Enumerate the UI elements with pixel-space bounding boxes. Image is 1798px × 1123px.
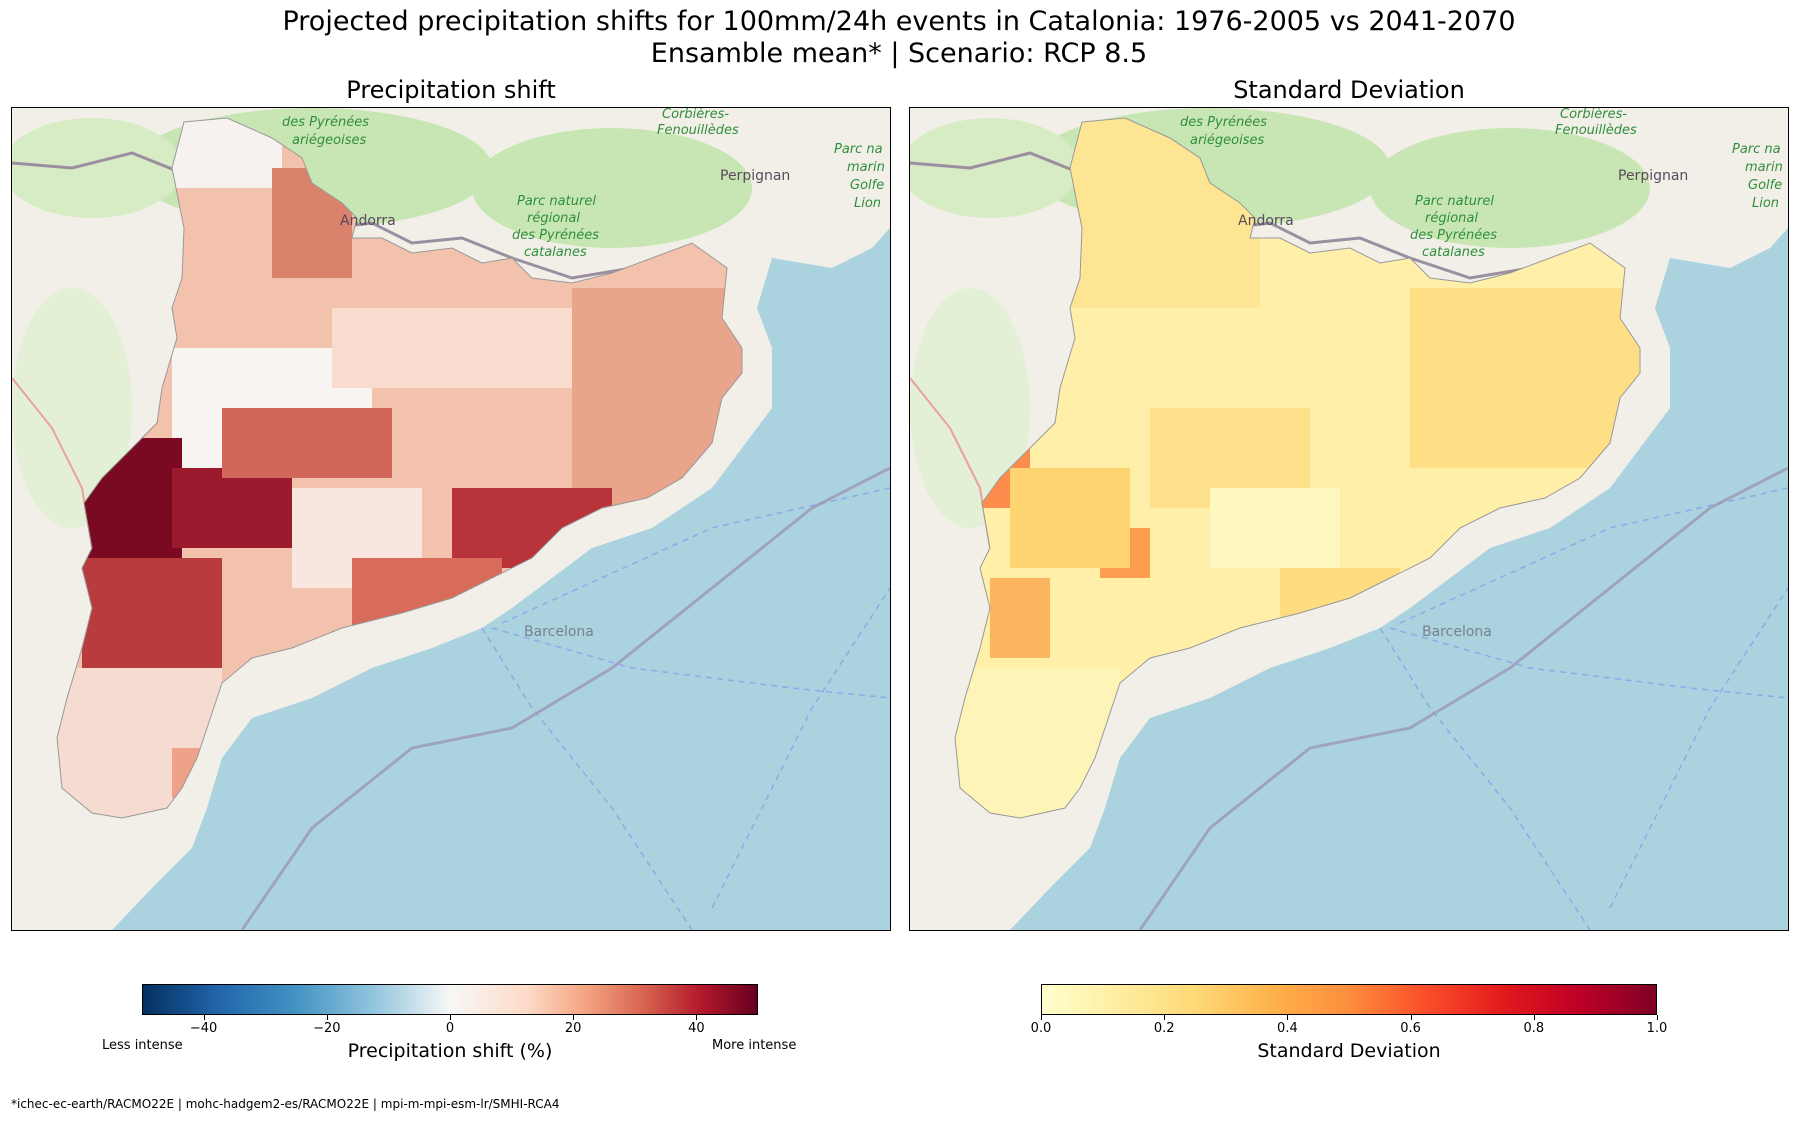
note-more-intense: More intense (712, 1038, 797, 1053)
park-label-golfe-lion: Lion (1752, 196, 1779, 211)
colorbar-tick (450, 1015, 451, 1020)
figure-title-line-1: Projected precipitation shifts for 100mm… (282, 6, 1516, 37)
park-label-ariegeoises: ariégeoises (1190, 133, 1265, 148)
colorbar-tick (1287, 1015, 1289, 1020)
colorbar-tick (326, 1015, 328, 1020)
colorbar-precipitation-shift: −40 −20 0 20 40 Precipitation shift (%) Less… (102, 984, 796, 1062)
basemap-forest (12, 288, 132, 528)
colorbar-tick-label: −40 (189, 1021, 218, 1036)
park-label-catalanes: catalanes (524, 245, 587, 260)
catalonia-outline (954, 117, 1641, 819)
park-label-catalanes: des Pyrénées (512, 228, 599, 243)
basemap-forest (910, 288, 1030, 528)
park-label-ariegeoises: ariégeoises (292, 133, 367, 148)
shipping-line (491, 627, 890, 699)
footnote-models: *ichec-ec-earth/RACMO22E | mohc-hadgem2-… (11, 1097, 560, 1111)
park-label-corbieres: Fenouillèdes (1555, 123, 1637, 138)
park-label-catalanes: Parc naturel (1415, 194, 1494, 209)
park-label-catalanes: catalanes (1422, 245, 1485, 260)
colorbar-tick (1041, 1015, 1042, 1020)
colorbar-label-sd: Standard Deviation (1257, 1040, 1441, 1062)
colorbar-tick (1164, 1015, 1166, 1020)
colorbar-ticks-right: 0.0 0.2 0.4 0.6 0.8 1.0 (1031, 1015, 1667, 1036)
shipping-line (1389, 627, 1788, 699)
shipping-line (1399, 487, 1788, 624)
basemap-forest (12, 118, 182, 218)
map-svg-left: des Pyrénées ariégeoises Corbières- Feno… (12, 108, 890, 930)
colorbar-ticks-left: −40 −20 0 20 40 (142, 1015, 758, 1036)
park-label-golfe-lion: marin (847, 160, 885, 175)
colorbar-tick-label: 20 (564, 1021, 582, 1036)
colorbar-tick-label: 0.0 (1030, 1021, 1052, 1036)
colorbar-tick (1657, 1015, 1658, 1020)
city-label-andorra: Andorra (1238, 213, 1294, 229)
map-svg-right: des Pyrénées ariégeoises Corbières- Feno… (910, 108, 1788, 930)
park-label-corbieres: Corbières- (1560, 108, 1627, 122)
colorbar-tick-label: −20 (313, 1021, 341, 1036)
colorbar-tick-label: 0.2 (1153, 1021, 1175, 1036)
map-standard-deviation[interactable]: des Pyrénées ariégeoises Corbières- Feno… (909, 107, 1789, 931)
colorbar-label-shift: Precipitation shift (%) (347, 1040, 553, 1062)
shipping-line (1379, 627, 1591, 930)
park-label-golfe-lion: Lion (854, 196, 881, 211)
map-precipitation-shift[interactable]: des Pyrénées ariégeoises Corbières- Feno… (11, 107, 891, 931)
note-less-intense: Less intense (102, 1038, 183, 1053)
maritime-boundary (240, 466, 890, 930)
city-label-andorra: Andorra (340, 213, 396, 229)
shipping-line (501, 487, 890, 624)
city-label-barcelona: Barcelona (1422, 624, 1492, 640)
park-label-golfe-lion: Golfe (850, 178, 884, 193)
shipping-line (711, 587, 890, 909)
city-label-barcelona: Barcelona (524, 624, 594, 640)
figure-title-line-2: Ensamble mean* | Scenario: RCP 8.5 (650, 38, 1148, 69)
basemap-forest (472, 128, 752, 248)
colorbar-tick-label: 0 (445, 1021, 455, 1036)
colorbar-tick (1410, 1015, 1412, 1020)
figure-title: Projected precipitation shifts for 100mm… (0, 6, 1798, 70)
park-label-golfe-lion: Parc na (834, 142, 883, 157)
colorbar-tick-label: 40 (688, 1021, 705, 1036)
colorbar-tick-label: 0.6 (1400, 1021, 1421, 1036)
colorbar-gradient-rdbu (142, 984, 758, 1015)
park-label-ariegeoises: des Pyrénées (282, 115, 369, 130)
park-label-golfe-lion: Golfe (1748, 178, 1782, 193)
colorbar-tick-label: 0.8 (1523, 1021, 1545, 1036)
park-label-catalanes: des Pyrénées (1410, 228, 1497, 243)
shipping-line (1609, 587, 1788, 909)
park-label-golfe-lion: marin (1745, 160, 1783, 175)
colorbar-tick-label: 0.4 (1277, 1021, 1298, 1036)
city-label-perpignan: Perpignan (720, 168, 790, 184)
park-label-catalanes: Parc naturel (517, 194, 596, 209)
park-label-golfe-lion: Parc na (1732, 142, 1781, 157)
panel-title-precipitation-shift: Precipitation shift (346, 76, 556, 104)
colorbar-tick (1533, 1015, 1535, 1020)
shipping-line (481, 627, 693, 930)
colorbar-gradient-ylorrd (1041, 984, 1657, 1015)
city-label-perpignan: Perpignan (1618, 168, 1688, 184)
colorbar-tick (203, 1015, 205, 1020)
colorbar-standard-deviation: 0.0 0.2 0.4 0.6 0.8 1.0 Standard Deviation (1031, 984, 1667, 1062)
colorbar-tick-label: 1.0 (1646, 1021, 1668, 1036)
park-label-catalanes: régional (1425, 211, 1478, 226)
maritime-boundary (1138, 466, 1788, 930)
colorbar-tick (696, 1015, 698, 1020)
park-label-corbieres: Corbières- (662, 108, 729, 122)
basemap-forest (1370, 128, 1650, 248)
park-label-corbieres: Fenouillèdes (657, 123, 739, 138)
park-label-catalanes: régional (527, 211, 580, 226)
panel-title-standard-deviation: Standard Deviation (1233, 76, 1465, 104)
basemap-forest (910, 118, 1080, 218)
park-label-ariegeoises: des Pyrénées (1180, 115, 1267, 130)
colorbar-tick (573, 1015, 575, 1020)
